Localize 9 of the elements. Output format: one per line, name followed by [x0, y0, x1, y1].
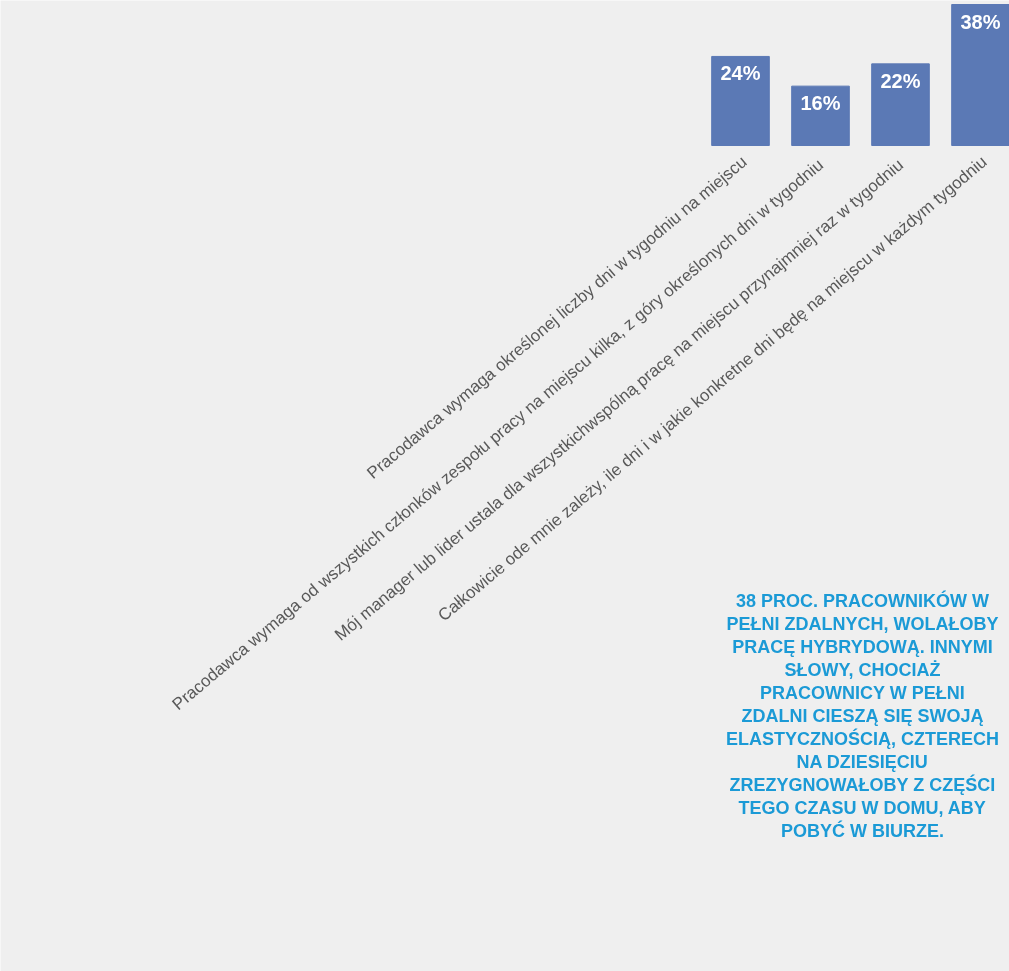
text: 38 PROC. PRACOWNIKÓW W PEŁNI ZDALNYCH, WOLAŁOBY PRACĘ HYBRYDOWĄ. INNYMI SŁOWY, CHOCIAŻ PRACOWNICY W PEŁNI ZDALNI CIESZĄ SIĘ SWOJĄ ELASTYCZNOŚCIĄ, CZTERECH NA DZIESIĘCIU ZREZYGNOWAŁOBY Z CZĘŚCI TEGO CZASU W DOMU, ABY POBYĆ W BIURZE.	[726, 590, 1000, 841]
data-label: 24%	[720, 62, 761, 85]
data-label: 38%	[960, 10, 1001, 33]
bar	[951, 4, 1009, 146]
bar	[711, 55, 770, 146]
data-label: 16%	[800, 92, 841, 115]
bar	[791, 85, 850, 146]
data-label: 22%	[880, 69, 921, 92]
bar	[871, 63, 930, 146]
